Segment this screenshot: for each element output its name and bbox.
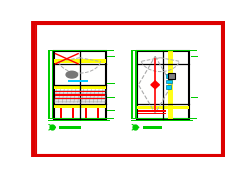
Bar [143,126,162,129]
Bar [54,51,106,119]
Bar [54,105,106,108]
Polygon shape [151,81,160,89]
Bar [166,85,171,89]
Bar [108,83,115,84]
Bar [131,50,197,51]
Bar [97,108,99,118]
Bar [48,51,50,119]
Ellipse shape [66,71,78,78]
Bar [54,90,105,102]
Bar [48,118,114,119]
Bar [54,91,105,92]
Bar [108,97,115,98]
Bar [54,85,106,89]
Bar [138,110,166,112]
Bar [108,110,115,111]
Bar [131,51,133,119]
Bar [54,98,105,99]
Bar [59,126,81,129]
Bar [138,113,166,114]
Bar [108,56,115,57]
Bar [191,56,198,57]
Bar [52,51,53,119]
Bar [85,108,87,118]
Bar [168,51,173,119]
Bar [131,120,193,121]
Bar [48,120,110,121]
Bar [168,73,174,79]
Bar [72,108,74,118]
Bar [137,51,189,119]
Bar [68,80,88,82]
Bar [137,119,189,120]
Bar [48,50,114,51]
Bar [166,80,172,83]
Bar [54,95,105,96]
Bar [131,118,197,119]
Bar [191,97,198,98]
Bar [166,74,173,78]
Bar [60,108,62,118]
Bar [137,106,189,109]
Bar [54,59,106,64]
